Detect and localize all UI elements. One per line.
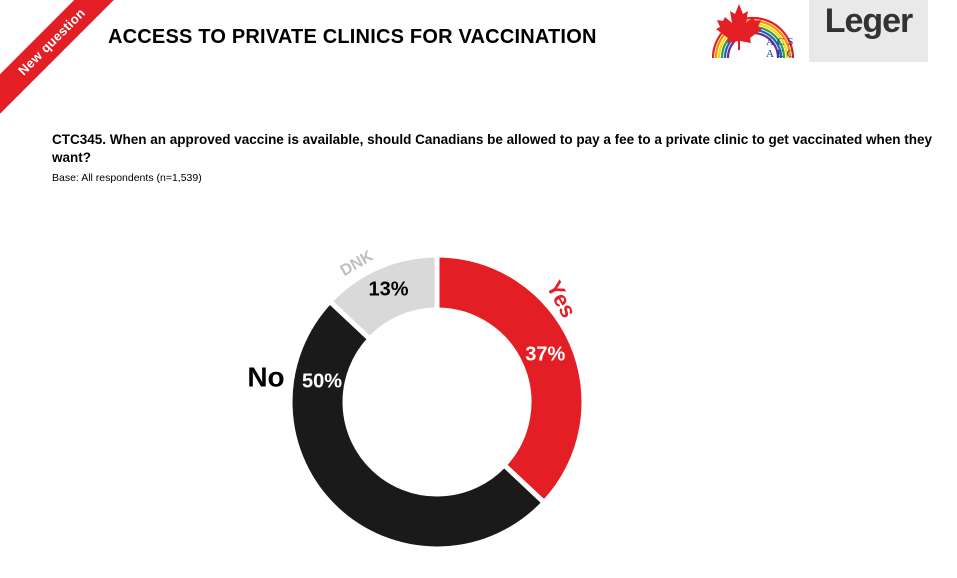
page-title: ACCESS TO PRIVATE CLINICS FOR VACCINATIO… — [108, 26, 597, 48]
aec-text: AEC — [766, 48, 797, 60]
slice-yes — [434, 252, 587, 507]
acs-aec-logo — [711, 4, 795, 59]
value-label-dnk: 13% — [369, 278, 409, 300]
survey-question: CTC345. When an approved vaccine is avai… — [52, 132, 933, 165]
value-label-yes: 37% — [525, 343, 565, 365]
maple-leaf-icon — [716, 4, 762, 50]
leger-logo-text: Leger — [824, 2, 914, 40]
leger-logo: Leger — [809, 0, 928, 62]
acs-text: ACS — [766, 36, 797, 48]
category-label-no: No — [247, 361, 284, 392]
slice-dnk — [326, 252, 440, 343]
value-label-no: 50% — [302, 370, 342, 392]
survey-base: Base: All respondents (n=1,539) — [52, 172, 202, 184]
slice-no — [287, 297, 548, 552]
